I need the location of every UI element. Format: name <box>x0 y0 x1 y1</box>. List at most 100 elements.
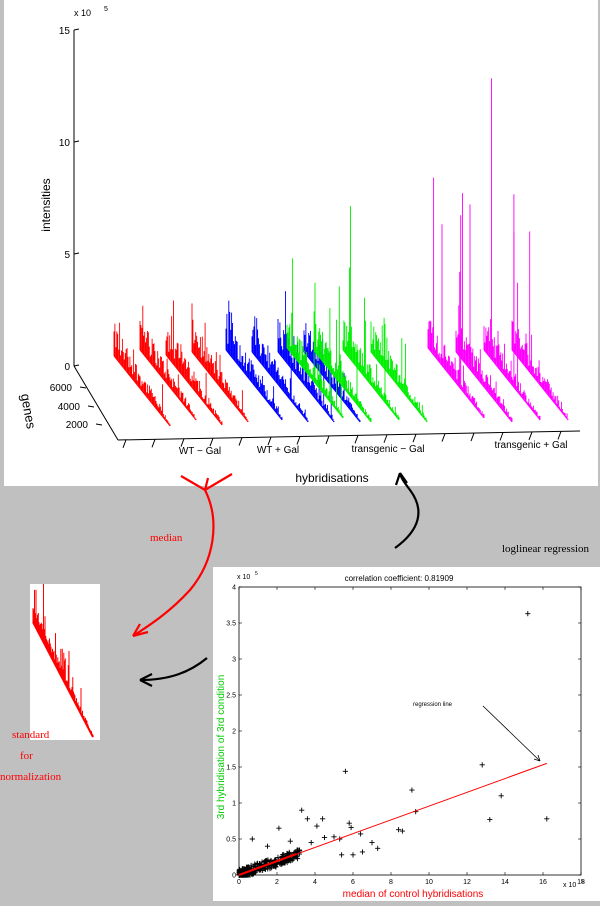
data-point <box>479 762 485 768</box>
y-tick-label: 0.5 <box>226 837 236 844</box>
data-point <box>342 768 348 774</box>
x-tick <box>122 439 127 449</box>
scatter-points <box>236 611 550 878</box>
spectrum-slice <box>342 206 400 420</box>
data-point <box>249 836 255 842</box>
z-tick-label: 10 <box>59 138 71 149</box>
spectrum-base <box>113 355 171 427</box>
x-tick <box>267 436 272 446</box>
data-point <box>525 611 531 617</box>
data-point <box>487 816 493 823</box>
z-tick-label: 5 <box>64 250 70 261</box>
data-point <box>294 856 301 862</box>
spectrum-slice <box>511 194 569 420</box>
scatter-x-label: median of control hybridisations <box>343 889 484 900</box>
data-point <box>241 866 247 872</box>
data-point <box>280 851 286 858</box>
spectrum-base <box>511 349 569 421</box>
spectrum-slice <box>314 282 372 422</box>
y-tick-label: 2 <box>232 729 236 736</box>
spectrum-slice <box>251 316 309 422</box>
x-tick <box>499 432 504 441</box>
data-point <box>251 863 257 870</box>
spectrum-base <box>191 351 249 423</box>
scatter-y-exponent: x 10 <box>237 574 250 581</box>
spectrum-base <box>225 349 283 421</box>
scatter-y-label: 3rd hybridisation of 3rd condition <box>216 675 227 820</box>
data-point <box>331 834 337 840</box>
spectrum-base <box>342 349 400 421</box>
annotation-arrow <box>482 705 541 762</box>
spectrum-slice <box>165 300 223 425</box>
standard-spectrum-base <box>32 621 94 738</box>
data-point <box>375 845 381 851</box>
spectrum-slice <box>483 78 541 420</box>
data-point <box>287 838 293 844</box>
x-tick-label: 4 <box>313 879 317 886</box>
group-label: WT + Gal <box>257 445 299 456</box>
z-tick <box>73 28 80 31</box>
data-point <box>314 823 320 829</box>
y-tick-label: 1.5 <box>226 765 236 772</box>
x-tick-label: 16 <box>539 879 547 886</box>
y-tick-label: 6000 <box>50 383 73 394</box>
y-tick-label: 1 <box>232 801 236 808</box>
x-tick <box>383 434 388 443</box>
x-tick-label: 18 <box>577 879 585 886</box>
spectrum-slice <box>113 322 171 426</box>
scatter-title: correlation coefficient: 0.81909 <box>345 574 454 583</box>
data-point <box>348 824 354 831</box>
data-point <box>339 852 345 858</box>
scatter-x-exponent: x 10 <box>563 882 576 889</box>
y-tick-label: 2.5 <box>226 693 236 700</box>
data-point <box>254 860 261 866</box>
y-tick-label: 3.5 <box>226 621 236 628</box>
x-tick <box>325 435 330 445</box>
x-axis-line <box>117 430 581 441</box>
z-tick <box>73 252 80 255</box>
y-tick-label: 0 <box>232 873 236 880</box>
spectrum-base <box>277 351 335 423</box>
data-point <box>264 843 271 849</box>
data-point <box>399 828 405 834</box>
x-tick-label: 12 <box>463 879 471 886</box>
x-tick <box>528 431 533 441</box>
x-tick-label: 8 <box>389 879 393 886</box>
data-point <box>359 849 366 855</box>
x-axis-label: hybridisations <box>295 471 368 485</box>
spectrum-base <box>251 351 309 423</box>
data-point <box>304 816 310 822</box>
scatter-x-exponent-power: 5 <box>581 879 584 885</box>
scatter-y-exponent-power: 5 <box>255 571 258 577</box>
waterfall-chart: 0 5 10 15 2000 4000 6000 WT − Gal WT + Gal transg… <box>18 6 581 485</box>
z-tick <box>73 364 80 367</box>
data-point <box>321 834 328 841</box>
data-point <box>358 831 364 837</box>
x-tick-label: 0 <box>237 879 241 886</box>
spectrum-slice <box>225 300 283 420</box>
spectrum-base <box>427 347 485 419</box>
data-point <box>409 787 415 793</box>
scatter-plot: 0 2 4 6 8 10 12 14 16 18 0 0.5 1 1.5 2 2.5 3 3.5 4 correla… <box>216 571 585 900</box>
z-exponent-label: x 10 <box>74 8 91 18</box>
spectrum-base <box>303 351 361 423</box>
x-tick <box>296 436 301 445</box>
z-tick-label: 0 <box>64 362 70 373</box>
data-point <box>498 793 504 799</box>
y-axis-label: genes <box>18 392 39 430</box>
spectrum-base <box>483 349 541 421</box>
standard-label-line3: normalization <box>0 771 62 783</box>
data-point <box>369 840 375 846</box>
x-tick <box>209 437 214 447</box>
median-label: median <box>150 532 183 544</box>
z-axis-label: intensities <box>39 178 53 231</box>
waterfall-spectra <box>113 78 569 427</box>
data-point <box>252 861 258 867</box>
spectrum-slice <box>427 177 485 418</box>
standard-spectrum-panel <box>30 572 100 740</box>
x-tick <box>441 433 446 442</box>
standard-label-line2: for <box>20 750 33 762</box>
data-point <box>396 827 402 833</box>
standard-spectrum <box>32 572 94 738</box>
normalization-arrow <box>139 657 208 687</box>
